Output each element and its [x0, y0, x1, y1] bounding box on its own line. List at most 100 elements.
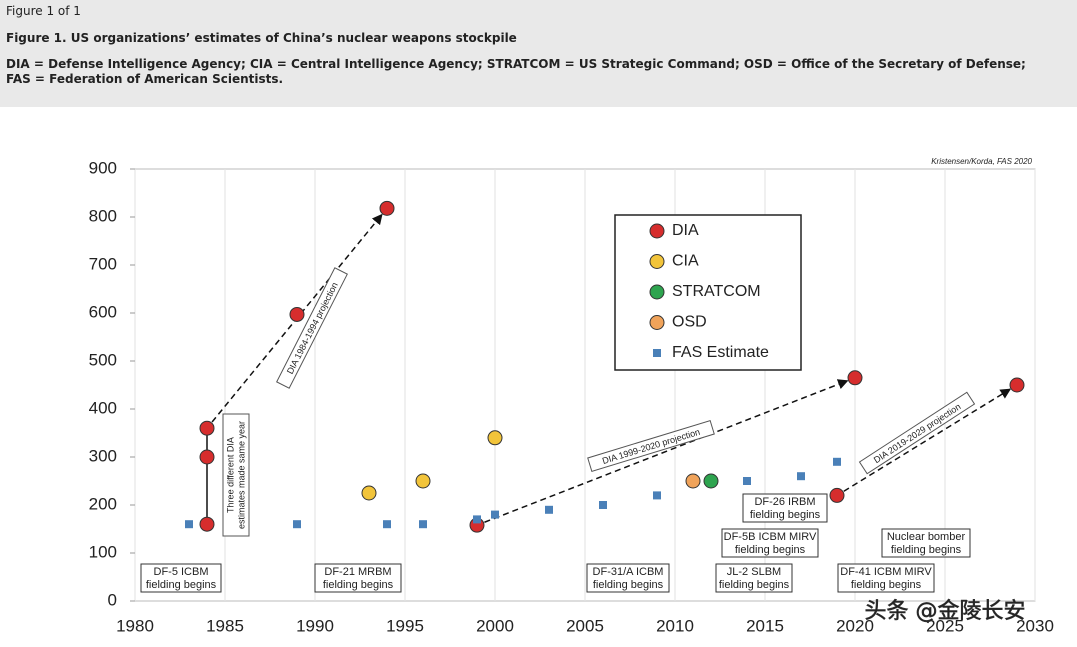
point-marker — [829, 487, 845, 503]
fas-marker — [293, 520, 301, 529]
point-marker — [703, 473, 719, 489]
event-text: fielding begins — [146, 579, 217, 591]
projection-label: DIA 1984-1994 projection — [276, 267, 348, 389]
point-marker — [1009, 377, 1025, 393]
x-tick-label: 2020 — [836, 616, 874, 635]
point-marker — [847, 370, 863, 386]
caption: Figure 1. US organizations’ estimates of… — [6, 31, 517, 45]
event-text: DF-26 IRBM — [754, 496, 815, 508]
fas-marker — [653, 491, 661, 500]
fas-marker — [185, 520, 193, 529]
projection-label: DIA 2019-2029 projection — [858, 391, 976, 475]
event-text: Nuclear bomber — [887, 531, 966, 543]
legend-marker — [649, 223, 665, 239]
point-marker — [685, 473, 701, 489]
label-box — [858, 391, 976, 475]
x-tick-label: 2010 — [656, 616, 694, 635]
event-text: DF-31/A ICBM — [593, 566, 664, 578]
x-tick-label: 1990 — [296, 616, 334, 635]
point-marker — [199, 449, 215, 465]
event-text: fielding begins — [323, 579, 394, 591]
y-tick-label: 300 — [89, 446, 117, 465]
x-tick-label: 1985 — [206, 616, 244, 635]
y-tick-label: 200 — [89, 494, 117, 513]
event-text: DF-5B ICBM MIRV — [724, 531, 817, 543]
point-marker — [199, 420, 215, 436]
point-marker — [289, 306, 305, 322]
fas-marker — [743, 477, 751, 485]
point-marker — [379, 200, 395, 216]
definitions: DIA = Defense Intelligence Agency; CIA =… — [6, 57, 1026, 86]
event-text: fielding begins — [735, 544, 806, 556]
fas-marker — [833, 457, 841, 466]
projection-arrow — [484, 379, 849, 523]
x-tick-label: 1995 — [386, 616, 424, 635]
fas-marker — [599, 501, 607, 509]
y-tick-label: 600 — [89, 302, 117, 321]
event-text: fielding begins — [593, 579, 664, 591]
watermark: 头条 @金陵长安 — [865, 599, 1026, 624]
event-box — [837, 563, 935, 593]
x-tick-label: 1980 — [116, 616, 154, 635]
legend-label: STRATCOM — [672, 283, 761, 300]
fas-marker — [545, 505, 553, 514]
event-box — [140, 563, 222, 593]
projection-label: DIA 1999-2020 projection — [587, 419, 715, 473]
projection-text: DIA 1999-2020 projection — [601, 427, 701, 466]
event-text: JL-2 SLBM — [727, 566, 781, 578]
fas-marker — [419, 520, 427, 529]
y-tick-label: 0 — [108, 590, 117, 609]
label-box — [222, 413, 250, 537]
projection-text: DIA 2019-2029 projection — [872, 401, 963, 465]
legend-marker — [649, 315, 665, 330]
figure-count: Figure 1 of 1 — [6, 4, 81, 18]
event-text: fielding begins — [891, 544, 962, 556]
y-tick-label: 400 — [89, 398, 117, 417]
note-text: estimates made same year — [236, 421, 246, 529]
projection-text: DIA 1984-1994 projection — [285, 281, 340, 376]
event-text: DF-5 ICBM — [154, 566, 209, 578]
event-box — [881, 528, 971, 558]
y-tick-label: 800 — [89, 206, 117, 225]
fas-marker — [383, 520, 391, 529]
same-year-note: Three different DIA estimates made same y… — [222, 413, 250, 537]
legend-marker — [649, 254, 665, 269]
legend-label: CIA — [672, 253, 699, 270]
event-text: fielding begins — [750, 509, 821, 521]
x-tick-label: 2000 — [476, 616, 514, 635]
event-box — [586, 563, 670, 593]
x-tick-label: 2005 — [566, 616, 604, 635]
x-tick-label: 2025 — [926, 616, 964, 635]
event-box — [742, 493, 828, 523]
y-tick-label: 900 — [89, 158, 117, 177]
label-box — [276, 267, 348, 389]
point-marker — [199, 516, 215, 532]
y-tick-label: 700 — [89, 254, 117, 273]
legend-label: FAS Estimate — [672, 344, 769, 361]
legend-label: OSD — [672, 314, 707, 331]
header: Figure 1 of 1 Figure 1. US organizations… — [0, 0, 1077, 107]
legend-box — [614, 214, 802, 371]
legend-marker — [649, 284, 665, 300]
event-text: fielding begins — [851, 579, 922, 591]
x-tick-label: 2030 — [1016, 616, 1054, 635]
fas-marker — [491, 510, 499, 519]
point-marker — [415, 473, 431, 489]
event-text: DF-41 ICBM MIRV — [840, 566, 932, 578]
y-tick-label: 100 — [89, 542, 117, 561]
y-tick-label: 500 — [89, 350, 117, 369]
point-marker — [487, 430, 503, 446]
x-tick-label: 2015 — [746, 616, 784, 635]
point-marker — [361, 485, 377, 501]
event-box — [715, 563, 793, 593]
legend-label: DIA — [672, 222, 699, 239]
projection-arrow — [843, 388, 1012, 492]
fas-marker — [473, 515, 481, 524]
event-box — [721, 528, 819, 558]
legend-marker — [653, 349, 661, 357]
event-text: DF-21 MRBM — [324, 566, 391, 578]
event-box — [314, 563, 402, 593]
fas-marker — [797, 472, 805, 481]
